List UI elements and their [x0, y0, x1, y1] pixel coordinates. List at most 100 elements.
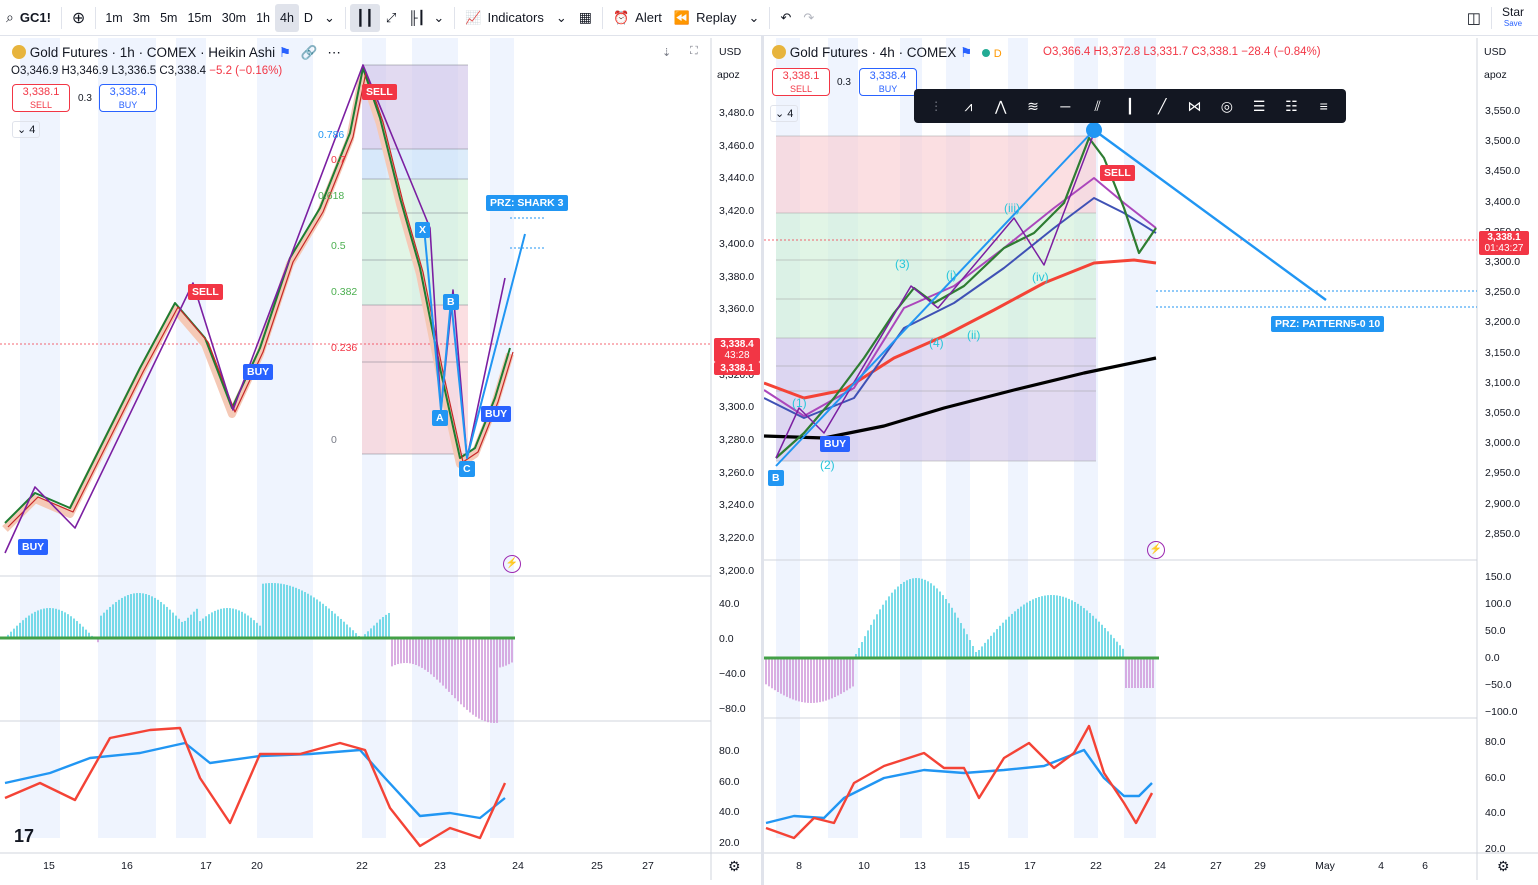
replay-dropdown[interactable]: ⌄ — [743, 0, 766, 36]
right-chart-canvas[interactable] — [764, 38, 1538, 880]
vertical-lines-icon[interactable]: ┃ — [1125, 97, 1135, 114]
horizontal-ray-icon[interactable]: ─ — [1060, 98, 1071, 114]
pattern-point-x[interactable]: X — [415, 222, 431, 238]
interval-15m[interactable]: 15m — [187, 10, 212, 25]
trend-line-icon[interactable]: ╱ — [1158, 97, 1167, 114]
more-icon[interactable]: ⋯ — [327, 45, 341, 60]
replay-label: Replay — [696, 10, 737, 25]
pattern-point-b[interactable]: B — [443, 294, 459, 310]
interval-1h[interactable]: 1h — [256, 10, 270, 25]
star-save-button[interactable]: Star Save — [1496, 0, 1538, 36]
right-price-tick: 3,150.0 — [1485, 346, 1521, 359]
right-sell-button[interactable]: 3,338.1 SELL — [772, 68, 830, 96]
chevron-down-icon: ⌄ — [555, 9, 567, 25]
interval-d[interactable]: D — [303, 10, 313, 25]
pane-divider[interactable] — [761, 36, 764, 885]
left-rsi-tick: 40.0 — [719, 806, 740, 818]
elliott-wave-icon[interactable]: ⩘ — [964, 97, 973, 114]
right-event-flash-icon[interactable]: ⚡ — [1147, 541, 1165, 559]
left-buy-signal-3: BUY — [481, 406, 512, 422]
parallel-channel-icon[interactable]: ⫽ — [1094, 97, 1101, 114]
left-indicator-count[interactable]: ⌄ 4 — [12, 121, 41, 138]
left-currency[interactable]: USD — [719, 46, 742, 58]
left-sell-price: 3,338.1 — [22, 86, 60, 98]
menu-lines-icon[interactable]: ≡ — [1319, 98, 1328, 114]
fib-retracement-icon[interactable]: ☰ — [1252, 97, 1266, 114]
left-time-tick: 27 — [642, 860, 654, 872]
right-rsi-tick: 60.0 — [1485, 771, 1506, 784]
undo-button[interactable]: ↶ — [774, 0, 797, 36]
left-fib-level-label: 0.618 — [318, 190, 345, 202]
price-glow — [2, 70, 514, 532]
add-symbol-button[interactable]: ⊕ — [66, 0, 91, 36]
indicators-dropdown[interactable]: ⌄ — [550, 0, 573, 36]
right-prz-label[interactable]: PRZ: PATTERN5-0 10 — [1271, 316, 1385, 332]
pattern-point-c[interactable]: C — [459, 461, 475, 477]
right-change: −28.4 (−0.84%) — [1241, 46, 1321, 58]
right-indicator-count[interactable]: ⌄ 4 — [770, 105, 799, 122]
left-settings-gear-icon[interactable]: ⚙ — [728, 858, 741, 874]
left-buy-button[interactable]: 3,338.4 BUY — [99, 84, 157, 112]
alert-button[interactable]: ⏰ Alert — [607, 0, 668, 36]
right-price-tick: 2,850.0 — [1485, 527, 1521, 540]
compare-button[interactable]: ⤢ — [380, 0, 402, 36]
right-legend: Gold Futures · 4h · COMEX ⚑ D — [772, 45, 1002, 61]
candlestick-icon: ┃┃ — [355, 9, 374, 27]
right-settings-gear-icon[interactable]: ⚙ — [1497, 858, 1510, 874]
pattern-point-a[interactable]: A — [432, 410, 448, 426]
layout-panels-button[interactable]: ◫ — [1461, 0, 1487, 36]
alarm-clock-icon: ⏰ — [612, 9, 630, 25]
interval-30m[interactable]: 30m — [221, 10, 247, 25]
replay-button[interactable]: ⏪ Replay — [668, 0, 743, 36]
left-chart-canvas[interactable] — [0, 38, 761, 880]
right-time-tick: 6 — [1422, 860, 1428, 872]
flag-icon: ⚑ — [278, 45, 291, 60]
fib-extension-icon[interactable]: ☷ — [1285, 97, 1298, 114]
trend-lines-icon[interactable]: ≋ — [1027, 97, 1039, 114]
left-osc-tick: −40.0 — [719, 668, 746, 680]
left-event-flash-icon[interactable]: ⚡ — [503, 555, 521, 573]
indicators-button[interactable]: 📈 Indicators — [459, 0, 550, 36]
right-currency[interactable]: USD — [1484, 46, 1507, 58]
candles-button[interactable]: ┃┃ — [349, 3, 380, 32]
interval-1m[interactable]: 1m — [105, 10, 123, 25]
abc-wave-icon[interactable]: ⋀ — [994, 97, 1007, 114]
right-point-b[interactable]: B — [768, 470, 784, 486]
left-chart-title: Gold Futures · 1h · COMEX · Heikin Ashi — [29, 45, 276, 60]
symbol-search[interactable]: ⌕ GC1! — [0, 0, 57, 36]
interval-4h[interactable]: 4h — [275, 3, 299, 32]
session-shading — [257, 38, 313, 838]
right-osc-tick: 0.0 — [1485, 652, 1500, 664]
scroll-down-icon[interactable]: ⇣ — [662, 47, 672, 59]
left-prz-label[interactable]: PRZ: SHARK 3 — [486, 195, 568, 211]
layout-button[interactable]: ▦ — [573, 0, 598, 36]
right-buy-button[interactable]: 3,338.4 BUY — [859, 68, 917, 96]
indicators-icon: 📈 — [465, 9, 482, 25]
left-chart-pane[interactable]: Gold Futures · 1h · COMEX · Heikin Ashi … — [0, 38, 761, 880]
rsi-red — [765, 724, 1154, 840]
pattern-leg — [775, 129, 1095, 467]
interval-3m[interactable]: 3m — [132, 10, 151, 25]
left-price-tick: 3,240.0 — [719, 499, 755, 512]
pattern-leg — [1093, 129, 1327, 301]
right-scale-mode[interactable]: apoz — [1484, 69, 1507, 81]
right-chart-pane[interactable]: Gold Futures · 4h · COMEX ⚑ D O3,366.4 H… — [764, 38, 1538, 880]
right-time-tick: 8 — [796, 860, 802, 872]
redo-button[interactable]: ↷ — [797, 0, 820, 36]
drag-handle-icon[interactable]: ⋮ — [930, 99, 943, 113]
link-icon[interactable]: 🔗 — [300, 45, 318, 60]
interval-dropdown[interactable]: ⌄ — [318, 0, 341, 36]
fib-spiral-icon[interactable]: ◎ — [1220, 97, 1233, 114]
fib-band — [776, 366, 1096, 391]
left-scale-mode[interactable]: apoz — [717, 69, 740, 81]
maximize-icon[interactable]: ⛶ — [690, 45, 698, 57]
chart-type-button[interactable]: ╟┃ ⌄ — [402, 0, 450, 36]
left-legend: Gold Futures · 1h · COMEX · Heikin Ashi … — [12, 45, 341, 61]
pattern-icon[interactable]: ⋈ — [1187, 97, 1202, 114]
left-last-price-tag: 3,338.4 43:28 — [714, 338, 760, 362]
rsi-red — [4, 726, 507, 848]
left-sell-button[interactable]: 3,338.1 SELL — [12, 84, 70, 112]
right-osc-tick: 150.0 — [1485, 571, 1512, 583]
interval-5m[interactable]: 5m — [160, 10, 178, 25]
harmonic-zigzag — [4, 64, 506, 554]
